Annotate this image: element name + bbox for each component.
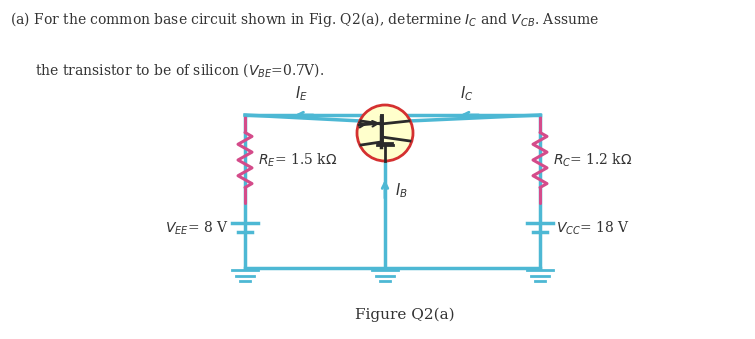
Circle shape xyxy=(357,105,413,161)
Text: $I_E$: $I_E$ xyxy=(294,84,307,103)
Text: $R_C$= 1.2 k$\Omega$: $R_C$= 1.2 k$\Omega$ xyxy=(553,151,633,169)
Text: $V_{EE}$= 8 V: $V_{EE}$= 8 V xyxy=(165,219,229,237)
Text: $I_B$: $I_B$ xyxy=(395,182,408,200)
Text: the transistor to be of silicon ($V_{BE}$=0.7V).: the transistor to be of silicon ($V_{BE}… xyxy=(35,61,324,79)
Text: (a) For the common base circuit shown in Fig. Q2(a), determine $I_C$ and $V_{CB}: (a) For the common base circuit shown in… xyxy=(10,10,599,29)
Text: Figure Q2(a): Figure Q2(a) xyxy=(355,308,455,322)
Text: $R_E$= 1.5 k$\Omega$: $R_E$= 1.5 k$\Omega$ xyxy=(258,151,337,169)
Text: $I_C$: $I_C$ xyxy=(460,84,473,103)
Text: $V_{CC}$= 18 V: $V_{CC}$= 18 V xyxy=(556,219,630,237)
